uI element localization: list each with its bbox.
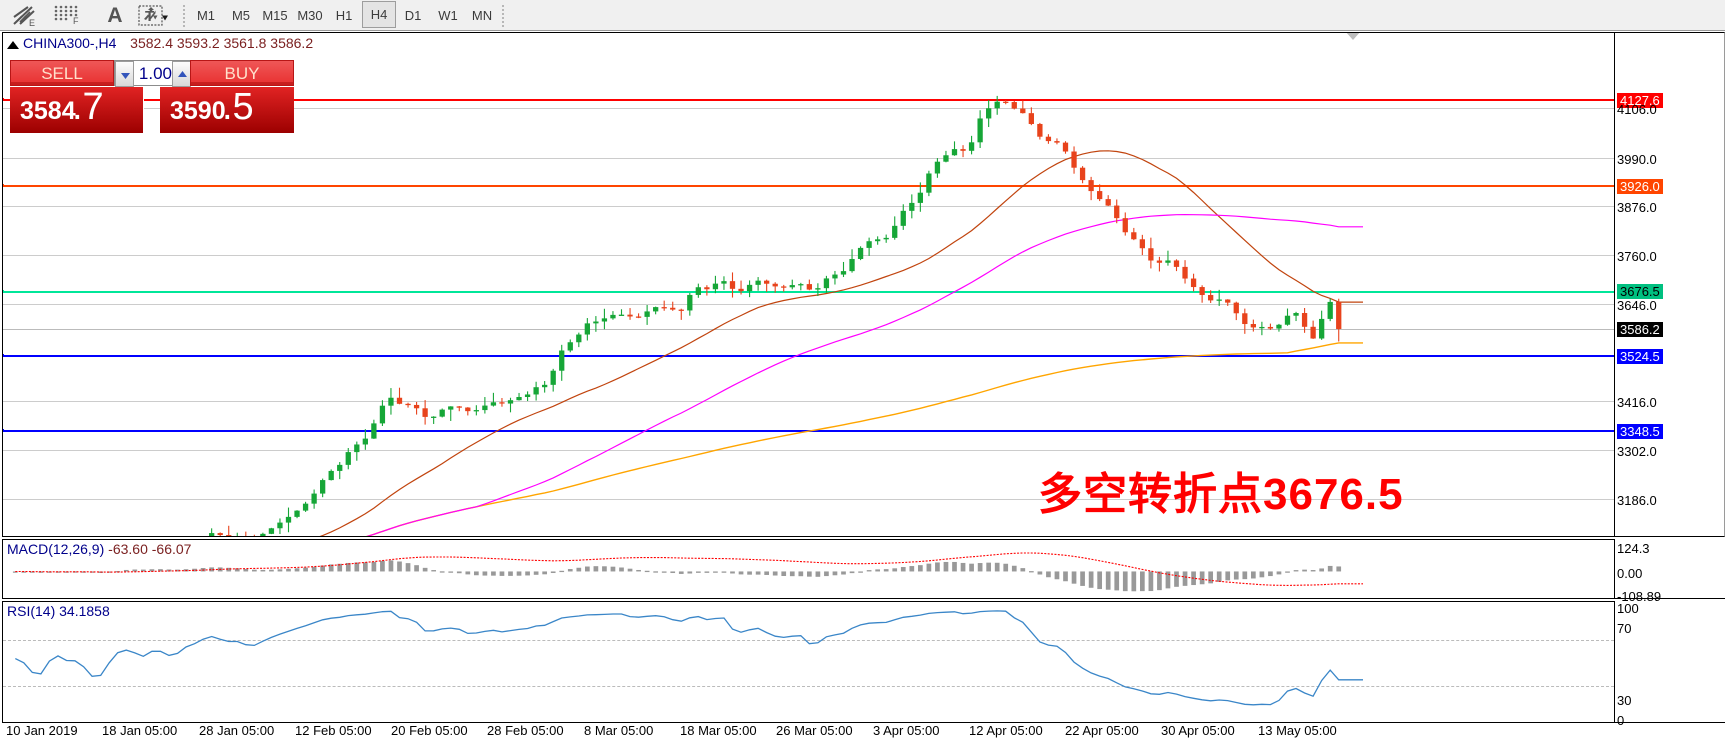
svg-text:F: F <box>73 16 79 26</box>
svg-text:E: E <box>29 18 35 27</box>
